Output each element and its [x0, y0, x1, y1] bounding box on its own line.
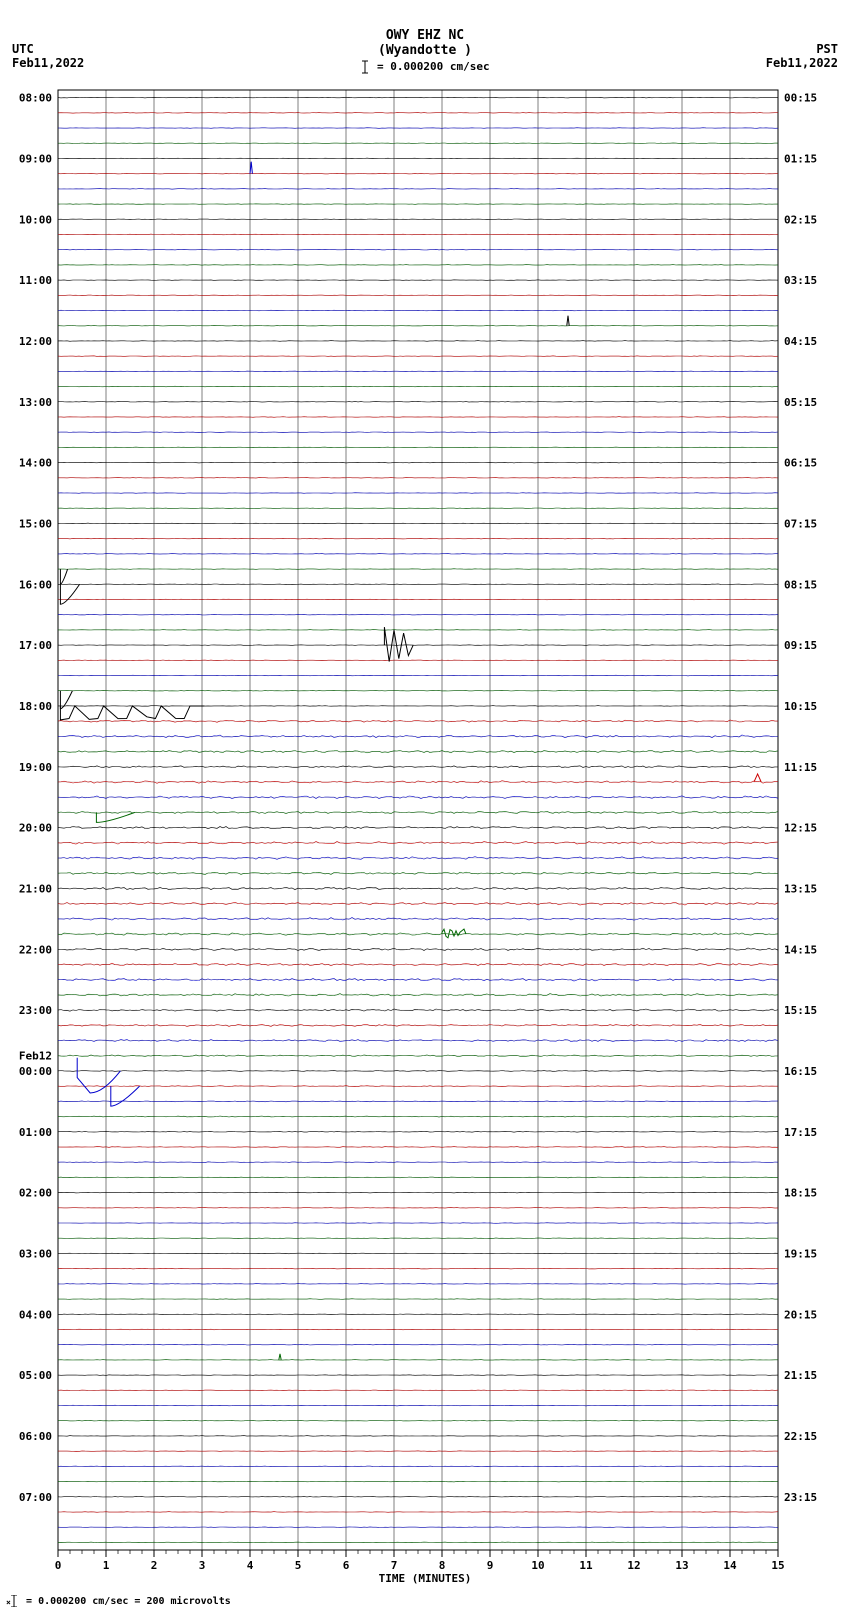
svg-text:19:15: 19:15 [784, 1247, 817, 1260]
svg-text:15: 15 [771, 1559, 784, 1572]
svg-text:05:00: 05:00 [19, 1369, 52, 1382]
svg-text:07:00: 07:00 [19, 1491, 52, 1504]
svg-text:1: 1 [103, 1559, 110, 1572]
svg-text:21:15: 21:15 [784, 1369, 817, 1382]
svg-text:12:00: 12:00 [19, 335, 52, 348]
svg-text:09:15: 09:15 [784, 639, 817, 652]
svg-text:9: 9 [487, 1559, 494, 1572]
svg-text:06:15: 06:15 [784, 457, 817, 470]
svg-text:11:15: 11:15 [784, 761, 817, 774]
svg-text:10: 10 [531, 1559, 544, 1572]
svg-text:01:00: 01:00 [19, 1126, 52, 1139]
svg-text:22:15: 22:15 [784, 1430, 817, 1443]
svg-text:13: 13 [675, 1559, 688, 1572]
svg-text:12: 12 [627, 1559, 640, 1572]
svg-text:23:15: 23:15 [784, 1491, 817, 1504]
svg-text:11: 11 [579, 1559, 593, 1572]
svg-text:Feb12: Feb12 [19, 1050, 52, 1063]
svg-text:00:00: 00:00 [19, 1065, 52, 1078]
svg-text:16:00: 16:00 [19, 578, 52, 591]
helicorder-plot: 08:00 09:00 10:00 11:00 12:00 13:00 14:00 15:00… [0, 0, 850, 1590]
svg-text:20:15: 20:15 [784, 1308, 817, 1321]
svg-text:17:00: 17:00 [19, 639, 52, 652]
svg-text:15:00: 15:00 [19, 517, 52, 530]
x-axis-label: TIME (MINUTES) [0, 1572, 850, 1585]
footer-scale: × = 0.000200 cm/sec = 200 microvolts [6, 1595, 231, 1607]
svg-text:03:00: 03:00 [19, 1247, 52, 1260]
svg-text:07:15: 07:15 [784, 517, 817, 530]
svg-text:10:15: 10:15 [784, 700, 817, 713]
svg-text:3: 3 [199, 1559, 206, 1572]
svg-text:17:15: 17:15 [784, 1126, 817, 1139]
svg-text:18:00: 18:00 [19, 700, 52, 713]
svg-text:14:15: 14:15 [784, 943, 817, 956]
svg-text:6: 6 [343, 1559, 350, 1572]
svg-text:03:15: 03:15 [784, 274, 817, 287]
svg-text:21:00: 21:00 [19, 882, 52, 895]
svg-text:4: 4 [247, 1559, 254, 1572]
svg-text:14: 14 [723, 1559, 737, 1572]
svg-text:0: 0 [55, 1559, 62, 1572]
svg-text:23:00: 23:00 [19, 1004, 52, 1017]
svg-text:09:00: 09:00 [19, 152, 52, 165]
svg-text:04:00: 04:00 [19, 1308, 52, 1321]
svg-text:05:15: 05:15 [784, 396, 817, 409]
svg-text:04:15: 04:15 [784, 335, 817, 348]
svg-text:8: 8 [439, 1559, 446, 1572]
svg-text:13:00: 13:00 [19, 396, 52, 409]
svg-text:7: 7 [391, 1559, 398, 1572]
svg-text:15:15: 15:15 [784, 1004, 817, 1017]
svg-text:00:15: 00:15 [784, 92, 817, 105]
svg-text:13:15: 13:15 [784, 882, 817, 895]
svg-text:19:00: 19:00 [19, 761, 52, 774]
svg-text:02:15: 02:15 [784, 213, 817, 226]
svg-text:10:00: 10:00 [19, 213, 52, 226]
svg-text:08:00: 08:00 [19, 92, 52, 105]
svg-text:2: 2 [151, 1559, 158, 1572]
svg-text:16:15: 16:15 [784, 1065, 817, 1078]
svg-text:12:15: 12:15 [784, 822, 817, 835]
svg-text:×: × [6, 1598, 11, 1607]
svg-text:11:00: 11:00 [19, 274, 52, 287]
svg-text:08:15: 08:15 [784, 578, 817, 591]
footer-text: = 0.000200 cm/sec = 200 microvolts [26, 1596, 231, 1607]
svg-text:20:00: 20:00 [19, 822, 52, 835]
svg-text:01:15: 01:15 [784, 152, 817, 165]
svg-text:02:00: 02:00 [19, 1187, 52, 1200]
svg-text:5: 5 [295, 1559, 302, 1572]
seismogram-container: OWY EHZ NC (Wyandotte ) = 0.000200 cm/se… [0, 0, 850, 1613]
svg-text:14:00: 14:00 [19, 457, 52, 470]
svg-text:18:15: 18:15 [784, 1187, 817, 1200]
svg-text:06:00: 06:00 [19, 1430, 52, 1443]
svg-text:22:00: 22:00 [19, 943, 52, 956]
